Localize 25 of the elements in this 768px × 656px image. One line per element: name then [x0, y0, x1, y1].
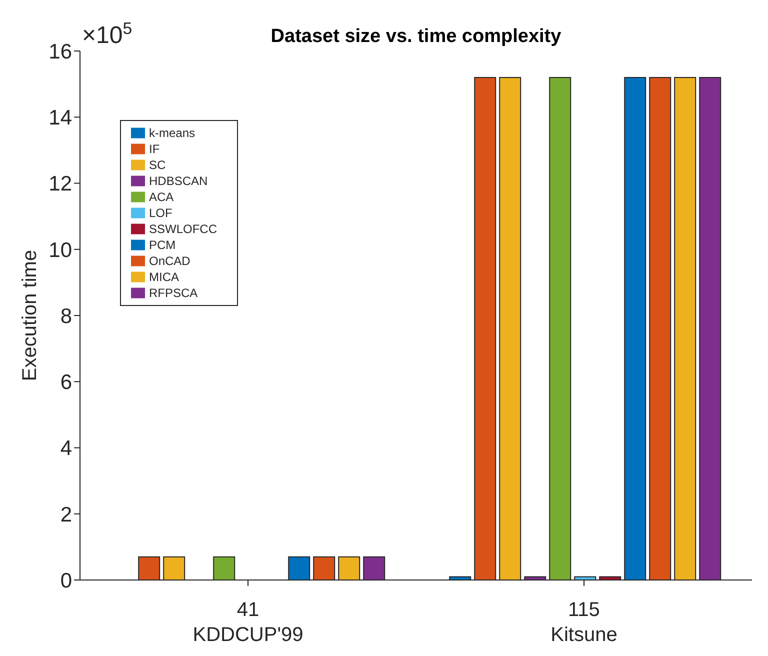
y-axis-title: Execution time [19, 250, 41, 382]
legend-label: RFPSCA [149, 286, 198, 300]
text: ×10$^{5}$ [82, 18, 132, 49]
legend-label: OnCAD [149, 254, 190, 268]
y-tick-label: 12 [48, 172, 72, 196]
y-tick-label: 8 [60, 304, 72, 328]
y-tick-label: 2 [60, 503, 72, 526]
chart-title: Dataset size vs. time complexity [270, 26, 562, 47]
y-tick-label: 6 [60, 371, 72, 394]
legend-label: SSWLOFCC [149, 222, 218, 236]
x-tick-label: 41 KDDCUP'99 [192, 599, 304, 646]
y-tick-label: 10 [48, 238, 72, 262]
y-tick-label: 14 [48, 106, 72, 130]
legend-label: ACA [149, 190, 174, 204]
legend-label: MICA [149, 270, 179, 284]
legend-label: LOF [149, 206, 172, 220]
legend-label: PCM [149, 238, 176, 252]
legend-label: IF [149, 142, 160, 156]
legend-label: HDBSCAN [149, 174, 208, 188]
y-tick-label: 0 [60, 569, 72, 592]
legend-label: SC [149, 158, 166, 172]
x-tick-label: 115 Kitsune [550, 599, 618, 646]
y-tick-label: 16 [48, 40, 72, 64]
legend-label: k-means [149, 126, 196, 140]
y-tick-label: 4 [60, 437, 72, 460]
